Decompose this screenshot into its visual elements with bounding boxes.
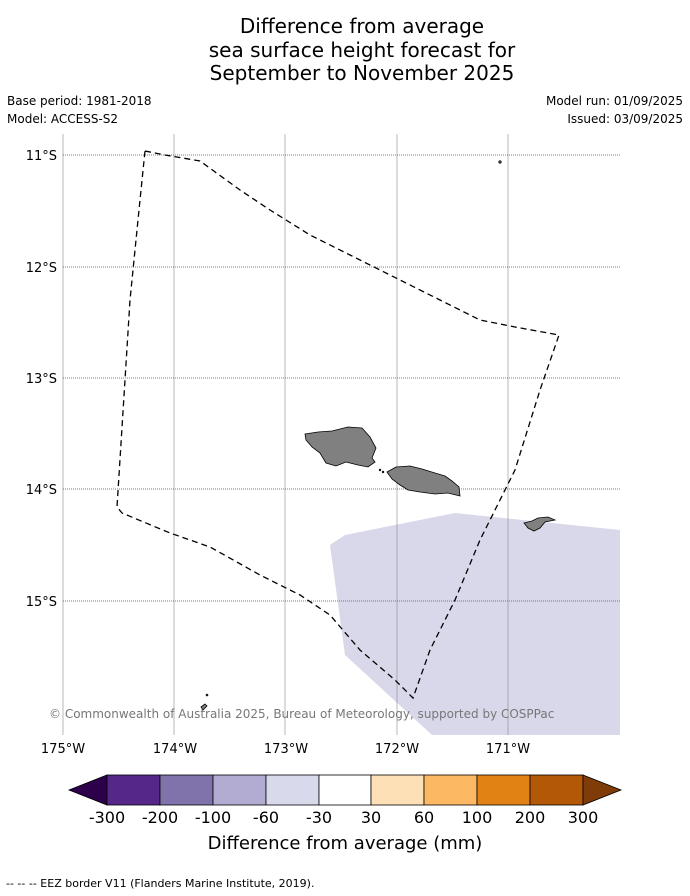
colorbar-tick: 100 <box>461 808 493 827</box>
island-savaii <box>304 426 377 468</box>
colorbar-segment <box>265 774 320 806</box>
colorbar-segment <box>476 774 531 806</box>
base-period: Base period: 1981-2018 <box>7 94 152 108</box>
issued-date: Issued: 03/09/2025 <box>567 112 683 126</box>
colorbar-tick: -60 <box>252 808 280 827</box>
title-line-1: Difference from average <box>239 14 485 38</box>
lat-label: 13°S <box>26 372 57 387</box>
island-upolu <box>386 465 461 497</box>
lat-label: 11°S <box>26 149 57 164</box>
lat-label: 12°S <box>26 261 57 276</box>
lon-label: 173°W <box>264 742 308 757</box>
title-line-2: sea surface height forecast for <box>208 37 516 62</box>
lon-label: 175°W <box>41 742 85 757</box>
lon-label: 174°W <box>153 742 197 757</box>
islands <box>200 160 557 711</box>
gridlines <box>62 134 509 735</box>
colorbar-tick: -30 <box>305 808 333 827</box>
colorbar-segment <box>370 774 425 806</box>
colorbar-segment <box>212 774 267 806</box>
colorbar-extend-low <box>67 774 108 806</box>
model-run: Model run: 01/09/2025 <box>545 94 683 108</box>
colorbar-segment <box>529 774 584 806</box>
islet-a <box>378 468 382 472</box>
map-title: Difference from average sea surface heig… <box>0 14 690 86</box>
island-small-3 <box>205 693 209 697</box>
colorbar-segment <box>318 774 372 806</box>
colorbar-segment <box>423 774 478 806</box>
eez-border <box>116 150 560 700</box>
copyright-text: © Commonwealth of Australia 2025, Bureau… <box>49 707 554 721</box>
model-name: Model: ACCESS-S2 <box>7 112 119 126</box>
lat-label: 14°S <box>26 483 57 498</box>
eez-footnote: -- -- -- EEZ border V11 (Flanders Marine… <box>6 877 315 890</box>
lat-labels: 11°S 12°S 13°S 14°S 15°S <box>26 149 57 610</box>
anomaly-region <box>330 513 620 735</box>
colorbar-tick: -300 <box>88 808 126 827</box>
colorbar-tick: -200 <box>141 808 179 827</box>
lon-labels: 175°W 174°W 173°W 172°W 171°W <box>41 742 530 757</box>
lat-gridlines <box>63 154 620 602</box>
colorbar-segment <box>106 774 161 806</box>
lon-label: 171°W <box>486 742 530 757</box>
islet-b <box>381 470 385 474</box>
colorbar <box>67 774 623 806</box>
island-small-1 <box>498 160 502 164</box>
lon-label: 172°W <box>375 742 419 757</box>
colorbar-title: Difference from average (mm) <box>207 833 483 854</box>
colorbar-extend-high <box>582 774 623 806</box>
title-line-3: September to November 2025 <box>209 61 515 85</box>
colorbar-tick: 300 <box>567 808 599 827</box>
island-small-2 <box>200 703 208 711</box>
lat-label: 15°S <box>26 595 57 610</box>
colorbar-segment <box>159 774 214 806</box>
colorbar-tick: 30 <box>360 808 382 827</box>
island-tutuila <box>523 516 557 532</box>
colorbar-tick: 200 <box>514 808 546 827</box>
colorbar-tick: -100 <box>194 808 232 827</box>
colorbar-tick: 60 <box>413 808 435 827</box>
